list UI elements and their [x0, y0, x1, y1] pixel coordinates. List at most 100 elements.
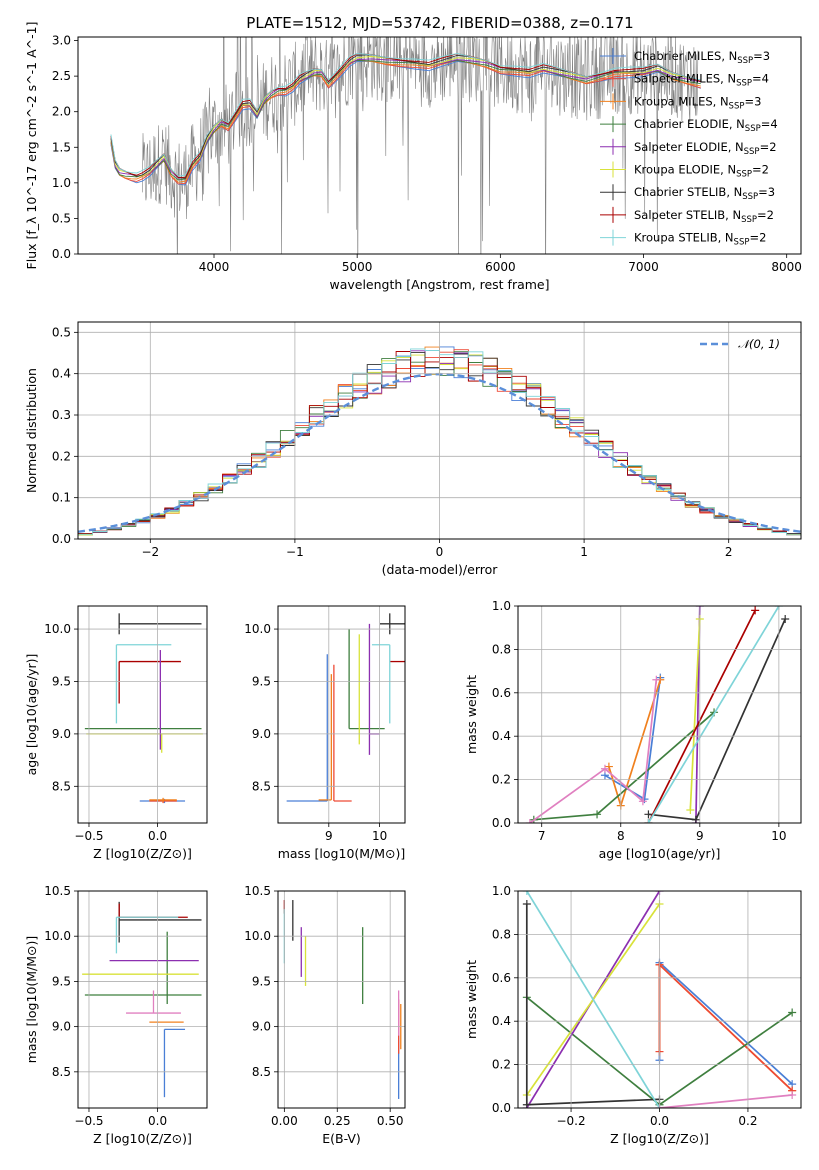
x-tick-label: 0.00: [271, 1114, 298, 1128]
weight-marker-kroupa-stelib: [644, 819, 653, 823]
weight-marker-salpeter-stelib: [751, 606, 760, 615]
x-tick-label: 0.0: [148, 1114, 167, 1128]
x-tick-label: 1: [580, 545, 588, 559]
y-tick-label: 8.5: [52, 1065, 71, 1079]
legend-tail: =2: [752, 163, 769, 177]
x-tick-label: 10: [372, 829, 387, 843]
x-tick-label: 0.25: [324, 1114, 351, 1128]
y-tick-label: 0.4: [52, 367, 71, 381]
panel-weight_vs_Z: −0.2 0.0 0.2 0.0 0.2 0.4 0.6 0.8 1.0 Z [log10(Z/Z…: [464, 884, 802, 1146]
legend-subscript: SSP: [734, 238, 750, 248]
model-spectrum-chabrier-elodie: [110, 60, 701, 181]
y-tick-label: 10.5: [244, 884, 271, 898]
weight-marker-chabrier-elodie: [593, 810, 602, 819]
legend-label: Salpeter MILES, NSSP=4: [634, 72, 769, 89]
y-tick-label: 8.5: [252, 1065, 271, 1079]
legend-tail: =2: [749, 231, 766, 245]
y-tick-label: 0.4: [492, 1014, 511, 1028]
panel-weight_vs_age: 7 8 9 10 0.0 0.2 0.4 0.6 0.8 1.0 age [log10(age/yr…: [464, 599, 802, 861]
legend-label: Salpeter ELODIE, NSSP=2: [634, 140, 777, 157]
y-tick-label: 0.8: [492, 642, 511, 656]
weight-marker-pink: [525, 819, 534, 823]
axes-frame: [277, 605, 406, 824]
y-tick-label: 9.5: [252, 674, 271, 688]
y-axis-label: Flux [f_λ 10^-17 erg cm^-2 s^-1 A^-1]: [24, 22, 39, 270]
plot-area: [82, 901, 202, 1098]
legend-subscript: SSP: [737, 56, 753, 66]
x-tick-label: 8000: [771, 260, 802, 274]
legend-subscript: SSP: [741, 215, 757, 225]
axes-frame: [77, 36, 802, 255]
y-tick-label: 9.0: [52, 1020, 71, 1034]
y-tick-label: 0.3: [52, 408, 71, 422]
weight-line-salpeter-stelib: [647, 609, 756, 823]
figure-title: PLATE=1512, MJD=53742, FIBERID=0388, z=0…: [246, 14, 633, 32]
legend-label: Kroupa ELODIE, NSSP=2: [634, 163, 769, 180]
x-tick-label: 7: [538, 829, 546, 843]
y-tick-label: 0.6: [492, 971, 511, 985]
legend-tail: =4: [761, 117, 778, 131]
x-tick-label: 4000: [199, 260, 230, 274]
legend-label: Salpeter STELIB, NSSP=2: [634, 208, 774, 225]
y-axis-label: Normed distribution: [24, 368, 39, 493]
y-tick-label: 10.0: [44, 622, 71, 636]
y-tick-label: 3.0: [52, 34, 71, 48]
weight-marker-kroupa-elodie: [686, 805, 695, 814]
weight-marker-pink: [638, 797, 647, 806]
y-tick-label: 10.0: [244, 929, 271, 943]
y-tick-label: 9.0: [252, 727, 271, 741]
y-tick-label: 10.5: [44, 884, 71, 898]
axes-frame: [277, 890, 406, 1109]
weight-marker-chabrier-stelib: [781, 615, 790, 624]
x-tick-label: 9: [696, 829, 704, 843]
weight-line-kroupa-elodie: [689, 618, 701, 811]
legend-label: Chabrier ELODIE, NSSP=4: [634, 117, 778, 134]
panel-age_vs_Z: −0.5 0.0 8.5 9.0 9.5 10.0 Z [log10(Z/Z⊙)] age […: [24, 605, 208, 861]
y-tick-label: 8.5: [52, 779, 71, 793]
legend-tail: =3: [753, 49, 770, 63]
y-tick-label: 0.6: [492, 686, 511, 700]
axes-frame: [77, 605, 208, 824]
weight-marker-pink: [652, 675, 661, 684]
x-axis-label: Z [log10(Z/Z⊙)]: [93, 1131, 192, 1146]
model-spectrum-kroupa-stelib: [110, 53, 701, 177]
y-tick-label: 1.0: [52, 176, 71, 190]
x-tick-label: 5000: [342, 260, 373, 274]
legend-subscript: SSP: [729, 101, 745, 111]
y-tick-label: 8.5: [252, 779, 271, 793]
y-tick-label: 0.0: [492, 1101, 511, 1115]
panel-mass_vs_Z: −0.5 0.0 8.5 9.0 9.5 10.0 10.5 Z [log10(Z/Z⊙)] m…: [24, 884, 208, 1146]
y-tick-label: 9.0: [52, 727, 71, 741]
y-tick-label: 9.5: [52, 974, 71, 988]
panel-mass_vs_ebv: 0.00 0.25 0.50 8.5 9.0 9.5 10.0 10.5 E(B-V): [244, 884, 406, 1146]
x-axis-label: mass [log10(M/M⊙)]: [278, 846, 406, 861]
weight-line-kroupa-stelib: [647, 606, 780, 823]
x-tick-label: 7000: [628, 260, 659, 274]
weight-marker-pink: [788, 1090, 797, 1099]
legend-tail: =2: [760, 140, 777, 154]
panel-age_vs_mass: 9 10 8.5 9.0 9.5 10.0 mass [log10(M/M⊙)]: [244, 605, 406, 861]
weight-line-pink: [529, 679, 658, 823]
weight-line-pink: [659, 1094, 793, 1108]
y-tick-label: 0.5: [52, 325, 71, 339]
x-axis-label: age [log10(age/yr)]: [599, 846, 721, 861]
weight-marker-kroupa-stelib: [522, 891, 531, 895]
x-tick-label: −0.5: [74, 1114, 103, 1128]
legend-subscript: SSP: [745, 124, 761, 134]
y-tick-label: 0.2: [492, 773, 511, 787]
y-tick-label: 1.0: [492, 599, 511, 613]
legend-subscript: SSP: [736, 79, 752, 89]
legend-label: Chabrier MILES, NSSP=3: [634, 49, 770, 66]
y-tick-label: 1.0: [492, 884, 511, 898]
y-tick-label: 0.5: [52, 211, 71, 225]
axes-frame: [77, 890, 208, 1109]
weight-marker-chabrier-stelib: [644, 810, 653, 819]
y-tick-label: 0.2: [52, 449, 71, 463]
legend-subscript: SSP: [742, 192, 758, 202]
y-tick-label: 0.4: [492, 729, 511, 743]
model-spectrum-salpeter-elodie: [110, 58, 701, 179]
y-tick-label: 0.0: [52, 532, 71, 546]
y-tick-label: 10.0: [44, 929, 71, 943]
weight-marker-chabrier-stelib: [691, 815, 700, 823]
